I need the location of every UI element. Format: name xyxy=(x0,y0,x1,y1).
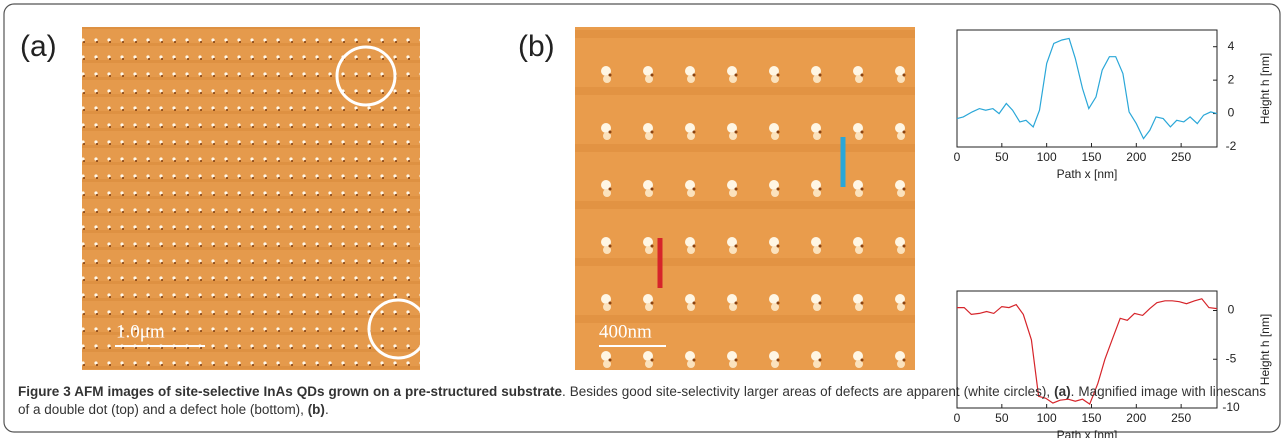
scale-label: 400nm xyxy=(599,321,652,342)
x-tick-label: 100 xyxy=(1037,150,1057,164)
caption-title: Figure 3 AFM images of site-selective In… xyxy=(18,384,562,399)
x-tick-label: 0 xyxy=(954,150,961,164)
caption-text: . Besides good site-selectivity larger a… xyxy=(562,384,1054,399)
figure: (a) 1.0μm (b) 400nm 0 50 100 150 200 250 -2 0 2 4… xyxy=(0,0,1284,438)
data-line xyxy=(957,38,1217,138)
y-tick-label: 0 xyxy=(1228,106,1235,120)
caption-ref: (b) xyxy=(308,402,325,417)
x-tick-label: 200 xyxy=(1126,150,1146,164)
afm-image xyxy=(575,27,915,370)
panel-label: (a) xyxy=(20,30,57,63)
afm-image xyxy=(82,27,420,370)
y-tick-label: -2 xyxy=(1226,139,1237,153)
y-tick-label: 2 xyxy=(1228,72,1235,86)
caption-text: . xyxy=(325,402,329,417)
y-axis-label: Height h [nm] xyxy=(1258,314,1272,385)
y-tick-label: 0 xyxy=(1228,303,1235,317)
x-tick-label: 250 xyxy=(1171,150,1191,164)
caption-ref: (a) xyxy=(1054,384,1071,399)
y-axis-label: Height h [nm] xyxy=(1258,53,1272,124)
plot-frame xyxy=(957,30,1217,147)
scale-label: 1.0μm xyxy=(116,321,165,342)
panel-label: (b) xyxy=(518,30,555,63)
y-tick-label: -5 xyxy=(1226,351,1237,365)
x-tick-label: 50 xyxy=(995,150,1009,164)
x-axis-label: Path x [nm] xyxy=(1057,167,1118,181)
caption: Figure 3 AFM images of site-selective In… xyxy=(18,383,1266,419)
x-tick-label: 150 xyxy=(1081,150,1101,164)
x-axis-label: Path x [nm] xyxy=(1057,428,1118,438)
y-tick-label: 4 xyxy=(1228,39,1235,53)
